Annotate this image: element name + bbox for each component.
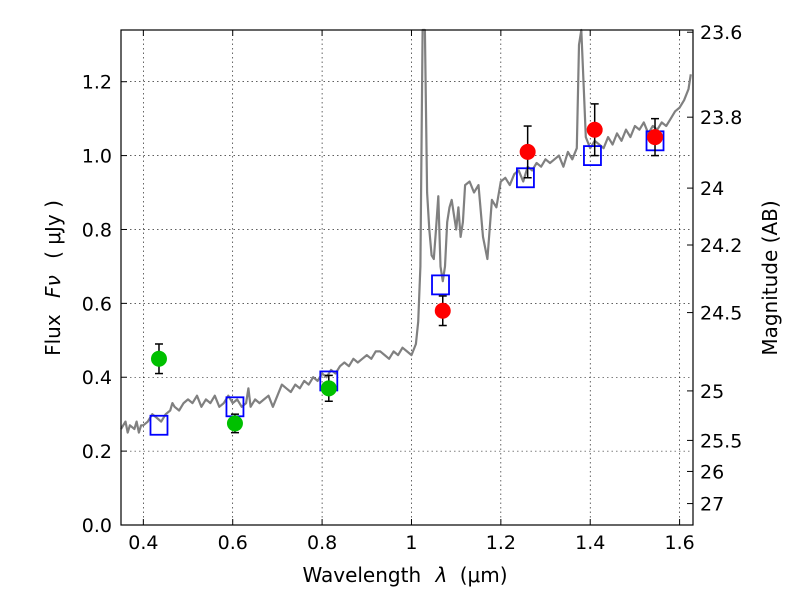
y-tick-label: 0.8: [82, 219, 112, 241]
observed-point: [586, 121, 603, 138]
y2-tick-label: 27: [700, 494, 724, 516]
y-axis-title-symbol: Fν: [41, 275, 65, 298]
y-tick-label: 1.0: [82, 146, 112, 168]
y2-tick-label: 24.5: [700, 303, 742, 325]
model-photometry-square: [516, 167, 535, 189]
series-layer: [120, 28, 692, 436]
y2-tick-label: 26: [700, 461, 724, 483]
observed-point: [226, 415, 243, 432]
model-photometry-square: [583, 145, 602, 166]
plot-frame: [120, 29, 694, 526]
y-tick-label: 0.2: [82, 441, 112, 463]
observed-point: [150, 350, 167, 367]
y2-tick-label: 23.8: [700, 107, 742, 129]
y-tick-label: 0.6: [82, 293, 112, 315]
spectrum-line: [120, 28, 692, 434]
x-tick-label: 0.8: [307, 532, 337, 554]
x-tick-label: 0.6: [218, 532, 248, 554]
x-tick-label: 0.4: [128, 532, 158, 554]
x-tick-label: 1: [405, 532, 417, 554]
y2-tick-label: 24.2: [700, 235, 742, 257]
x-tick-label: 1.4: [575, 532, 605, 554]
observed-point: [647, 129, 664, 146]
x-axis-title: Wavelength λ (μm): [302, 563, 507, 587]
y2-tick-label: 25.5: [700, 430, 742, 452]
y-tick-label: 0.0: [82, 515, 112, 537]
y-axis-title-unit: ( μJy ): [41, 200, 65, 259]
y-axis-title-label: Flux: [41, 314, 65, 356]
model-photometry-square: [149, 414, 169, 436]
y2-tick-label: 25: [700, 381, 724, 403]
x-tick-label: 1.2: [486, 532, 516, 554]
x-axis-title-unit: (μm): [460, 563, 508, 587]
x-axis-title-label: Wavelength: [302, 563, 421, 587]
x-tick-label: 1.6: [664, 532, 694, 554]
y2-tick-label: 23.6: [700, 22, 742, 44]
y-tick-label: 0.4: [82, 367, 112, 389]
observed-point: [519, 143, 536, 160]
y2-axis-title: Magnitude (AB): [758, 200, 782, 355]
observed-point: [320, 380, 337, 397]
y-axis-title: Flux Fν ( μJy ): [41, 200, 65, 356]
observed-point: [434, 302, 451, 319]
y-tick-label: 1.2: [82, 72, 112, 94]
model-photometry-square: [431, 274, 450, 296]
y2-tick-label: 24: [700, 178, 724, 200]
ticks-layer: 0.4 0.6 0.8 1 1.2 1.4 1.6 0.0 0.2 0.4 0.6 0.8 1.0 1.2…: [82, 22, 743, 554]
x-axis-title-symbol: λ: [435, 563, 448, 587]
grid-layer: [121, 30, 693, 526]
